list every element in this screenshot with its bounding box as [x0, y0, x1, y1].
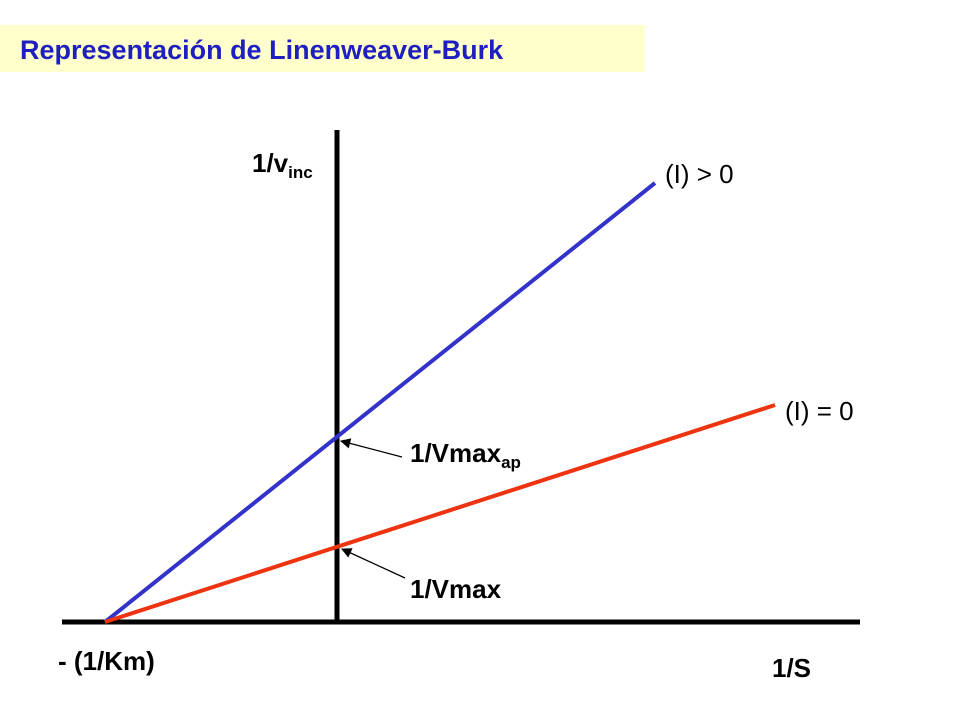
arrow	[341, 548, 406, 579]
label-main: 1/Vmax	[410, 438, 502, 468]
x-intercept-label: - (1/Km)	[58, 646, 155, 676]
x-axis-label: 1/S	[772, 653, 811, 683]
line-control	[104, 403, 776, 624]
line-label: (I) > 0	[665, 159, 734, 189]
title: Representación de Linenweaver-Burk	[20, 35, 504, 65]
y-axis-label: 1/vinc	[252, 148, 313, 182]
arrow	[339, 438, 403, 458]
title-box	[0, 25, 645, 72]
annotation: 1/Vmaxap	[410, 438, 521, 472]
label-sub: ap	[501, 453, 521, 472]
annotation: 1/Vmax	[410, 574, 502, 604]
line-inhibited	[103, 181, 657, 624]
label-main: 1/v	[252, 148, 289, 178]
line-label: (I) = 0	[785, 396, 854, 426]
label-sub: inc	[288, 163, 313, 182]
